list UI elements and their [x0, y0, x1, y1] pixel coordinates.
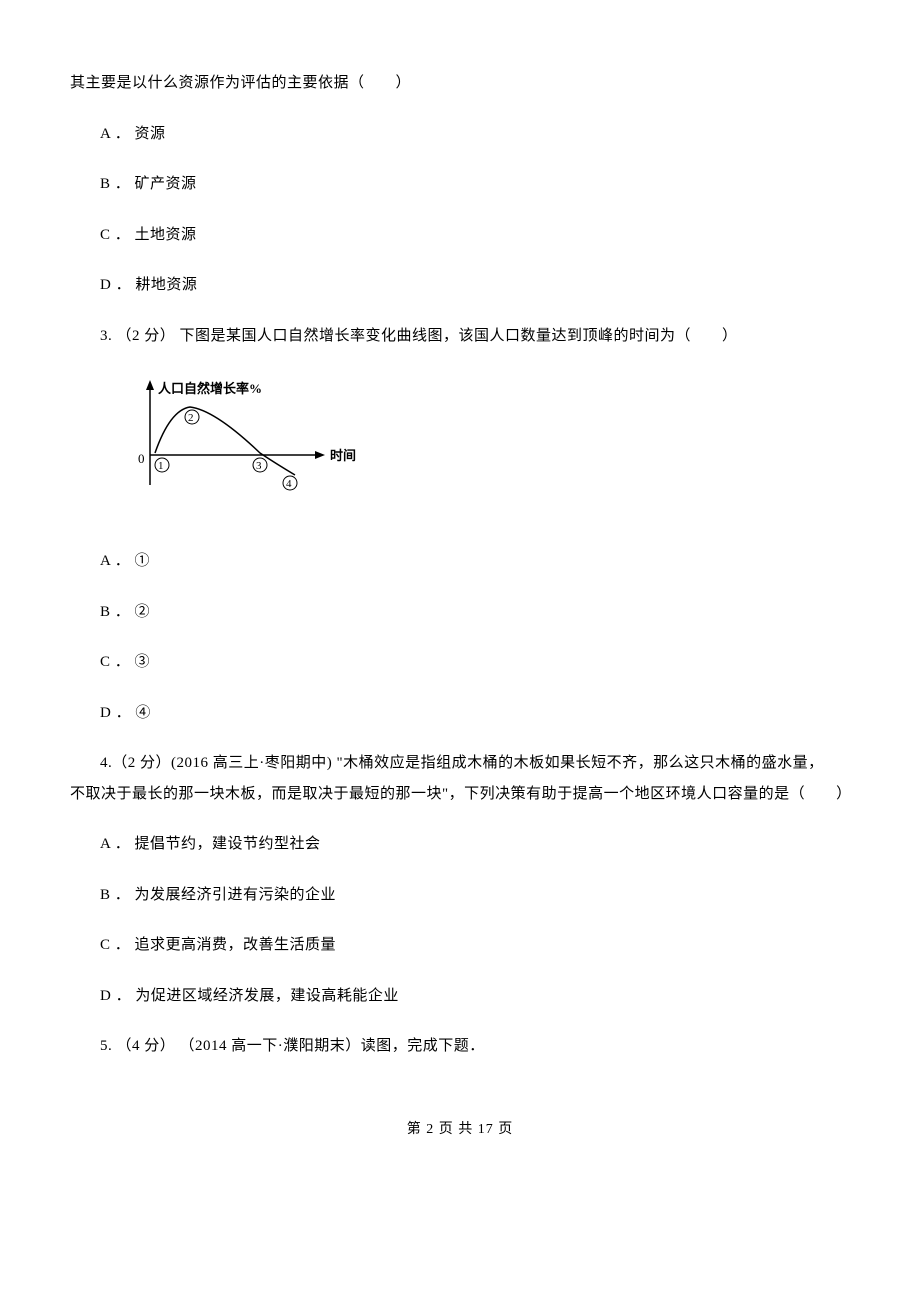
svg-text:2: 2	[188, 412, 194, 424]
chart-y-label: 人口自然增长率%	[158, 381, 262, 396]
q4-stem-2: 不取决于最长的那一块木板，而是取决于最短的那一块"，下列决策有助于提高一个地区环…	[70, 783, 850, 806]
svg-text:1: 1	[158, 460, 164, 472]
svg-text:3: 3	[256, 460, 262, 472]
q2-stem: 其主要是以什么资源作为评估的主要依据（ ）	[70, 72, 850, 95]
q4-option-c: C ． 追求更高消费，改善生活质量	[70, 934, 850, 957]
svg-text:0: 0	[138, 451, 145, 466]
q3-option-c: C ． ③	[70, 651, 850, 674]
q5-stem: 5. （4 分） （2014 高一下·濮阳期末）读图，完成下题．	[70, 1035, 850, 1058]
q4-option-a: A ． 提倡节约，建设节约型社会	[70, 833, 850, 856]
q4-option-b: B ． 为发展经济引进有污染的企业	[70, 884, 850, 907]
q2-option-b: B ． 矿产资源	[70, 173, 850, 196]
q3-option-d: D ． ④	[70, 702, 850, 725]
q2-option-d: D ． 耕地资源	[70, 274, 850, 297]
svg-text:4: 4	[286, 478, 292, 490]
q3-option-b: B ． ②	[70, 601, 850, 624]
q3-chart: 0 人口自然增长率% 时间 1 2 3 4	[130, 375, 370, 520]
chart-x-label: 时间	[330, 448, 356, 463]
page-footer: 第 2 页 共 17 页	[70, 1118, 850, 1138]
q2-option-a: A ． 资源	[70, 123, 850, 146]
q3-stem: 3. （2 分） 下图是某国人口自然增长率变化曲线图，该国人口数量达到顶峰的时间…	[70, 325, 850, 348]
q4-option-d: D ． 为促进区域经济发展，建设高耗能企业	[70, 985, 850, 1008]
q3-option-a: A ． ①	[70, 550, 850, 573]
q2-option-c: C ． 土地资源	[70, 224, 850, 247]
q4-stem-1: 4.（2 分）(2016 高三上·枣阳期中) "木桶效应是指组成木桶的木板如果长…	[70, 752, 850, 775]
